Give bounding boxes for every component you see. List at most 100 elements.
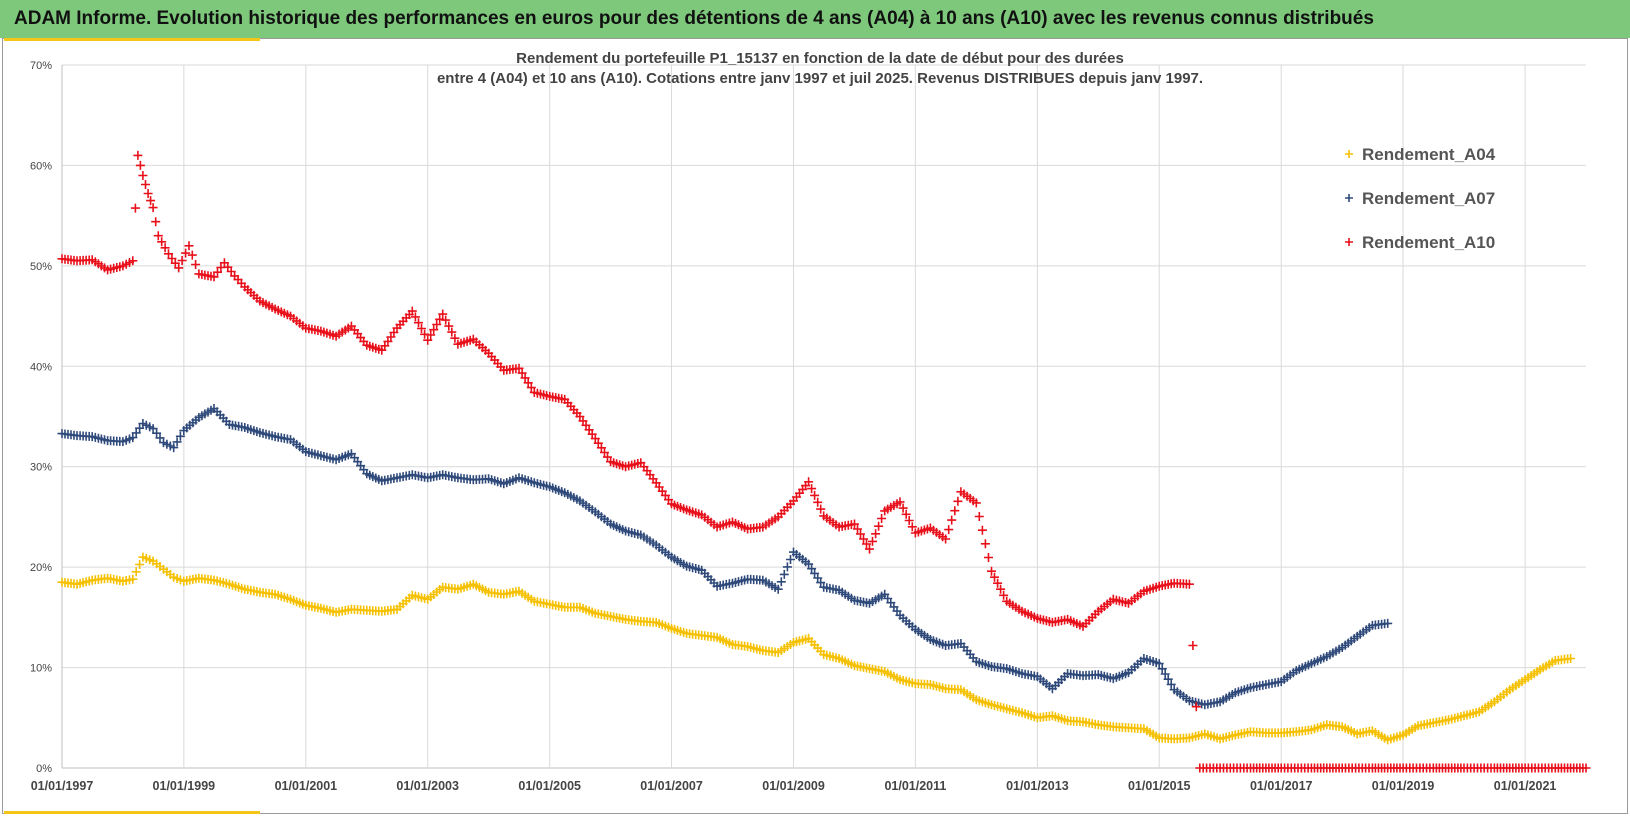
data-point — [850, 519, 859, 529]
data-point — [1383, 618, 1393, 628]
data-point — [1184, 579, 1194, 589]
interpolated-marker — [953, 496, 963, 506]
legend-entry: Rendement_A04 — [1362, 145, 1496, 164]
y-tick-label: 40% — [30, 361, 52, 373]
series — [57, 150, 1591, 773]
interpolated-marker — [444, 321, 454, 331]
interpolated-marker — [813, 573, 823, 583]
interpolated-marker — [172, 437, 182, 447]
interpolated-marker — [167, 254, 177, 263]
data-point — [128, 574, 138, 584]
interpolated-marker — [980, 539, 990, 549]
interpolated-marker — [596, 443, 606, 453]
x-tick-label: 01/01/2019 — [1372, 779, 1435, 793]
interpolated-marker — [135, 560, 145, 569]
page-title: ADAM Informe. Evolution historique des p… — [0, 0, 1630, 38]
interpolated-marker — [432, 320, 442, 329]
legend-marker — [1345, 194, 1353, 202]
interpolated-marker — [1166, 679, 1176, 689]
accent-bar-bottom — [4, 811, 260, 814]
y-tick-label: 70% — [30, 60, 52, 72]
interpolated-marker — [996, 584, 1006, 594]
x-tick-label: 01/01/2017 — [1250, 779, 1313, 793]
x-tick-label: 01/01/2003 — [396, 779, 459, 793]
y-tick-label: 60% — [30, 160, 52, 172]
x-tick-label: 01/01/2021 — [1494, 779, 1557, 793]
interpolated-marker — [526, 383, 536, 393]
x-tick-label: 01/01/2007 — [640, 779, 703, 793]
interpolated-marker — [130, 203, 140, 213]
data-point — [138, 171, 148, 180]
interpolated-marker — [807, 484, 817, 494]
grid — [61, 64, 1586, 769]
x-tick-label: 01/01/2005 — [518, 779, 581, 793]
interpolated-marker — [157, 237, 167, 247]
interpolated-marker — [146, 196, 156, 206]
interpolated-marker — [776, 577, 786, 587]
data-point — [148, 424, 158, 434]
interpolated-marker — [898, 503, 908, 513]
data-point — [514, 363, 524, 373]
interpolated-marker — [1160, 669, 1170, 679]
series-Rendement_A04 — [57, 552, 1576, 745]
interpolated-marker — [135, 423, 145, 433]
x-tick-label: 01/01/2011 — [884, 779, 946, 793]
interpolated-marker — [810, 568, 820, 578]
data-point — [423, 335, 433, 345]
data-point — [941, 534, 951, 544]
interpolated-marker — [874, 521, 884, 531]
interpolated-marker — [447, 327, 457, 337]
data-point — [209, 272, 219, 282]
data-point — [804, 477, 814, 487]
interpolated-marker — [131, 428, 141, 438]
interpolated-marker — [441, 315, 451, 325]
interpolated-marker — [141, 180, 150, 189]
x-tick-label: 01/01/1997 — [31, 779, 94, 793]
interpolated-marker — [410, 312, 420, 322]
interpolated-marker — [813, 497, 823, 507]
interpolated-marker — [990, 572, 999, 582]
interpolated-marker — [907, 522, 917, 532]
interpolated-marker — [435, 314, 445, 324]
series-Rendement_A10 — [57, 150, 1591, 773]
data-point — [1566, 654, 1576, 663]
data-point — [164, 249, 173, 259]
data-point — [128, 256, 138, 266]
interpolated-marker — [871, 529, 881, 539]
interpolated-marker — [152, 428, 162, 438]
interpolated-marker — [786, 555, 795, 564]
x-tick-label: 01/01/2001 — [275, 779, 338, 793]
interpolated-marker — [877, 514, 887, 523]
interpolated-marker — [999, 590, 1009, 600]
data-point — [174, 263, 184, 273]
interpolated-marker — [520, 373, 530, 383]
legend-entry: Rendement_A07 — [1362, 189, 1495, 208]
interpolated-marker — [600, 448, 609, 457]
interpolated-marker — [426, 330, 436, 340]
legend-marker — [1345, 150, 1353, 158]
interpolated-marker — [191, 260, 201, 269]
axes: 0% 10% 20% 30% 40% 50% 60% 70% 01/01/1997 01/01/1… — [30, 60, 1556, 793]
interpolated-marker — [807, 564, 817, 574]
interpolated-marker — [151, 217, 161, 227]
interpolated-marker — [417, 324, 426, 333]
interpolated-marker — [974, 512, 984, 521]
data-point — [128, 433, 138, 443]
chart-title-line-2: entre 4 (A04) et 10 ans (A10). Cotations… — [437, 70, 1203, 87]
interpolated-marker — [947, 515, 957, 525]
interpolated-marker — [181, 248, 191, 258]
data-point — [895, 497, 905, 507]
accent-bar-top — [4, 38, 260, 41]
legend-entry: Rendement_A10 — [1362, 233, 1495, 252]
data-point — [143, 189, 153, 198]
x-tick-label: 01/01/2015 — [1128, 779, 1191, 793]
series-Rendement_A07 — [57, 404, 1393, 710]
x-tick-label: 01/01/2013 — [1006, 779, 1069, 793]
data-point — [987, 566, 996, 576]
interpolated-marker — [517, 368, 527, 378]
interpolated-marker — [213, 267, 222, 277]
interpolated-marker — [816, 578, 826, 588]
x-tick-label: 01/01/1999 — [153, 779, 216, 793]
interpolated-marker — [593, 438, 603, 448]
data-point — [865, 544, 874, 554]
